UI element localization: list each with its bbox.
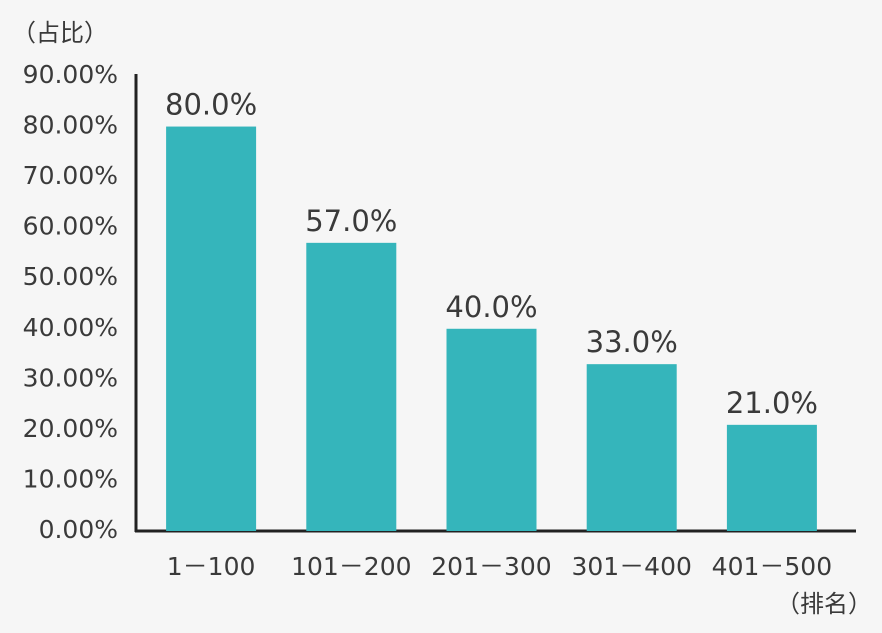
x-tick-label: 1－100 [167,552,256,581]
y-tick-label: 90.00% [23,60,118,89]
x-tick-label: 301－400 [571,552,691,581]
value-label: 21.0% [726,386,818,420]
bar [726,424,817,531]
y-tick-label: 70.00% [23,161,118,190]
x-tick-label: 201－300 [431,552,551,581]
bar [306,242,397,532]
y-tick-label: 40.00% [23,313,118,342]
y-tick-label: 10.00% [23,464,118,493]
value-label: 57.0% [305,204,397,238]
x-tick-label: 401－500 [712,552,832,581]
value-label: 40.0% [445,290,537,324]
bar [446,328,537,531]
y-axis-title: （占比） [12,19,108,47]
y-tick-label: 20.00% [23,414,118,443]
x-tick-label: 101－200 [291,552,411,581]
bar [586,364,677,531]
y-tick-label: 80.00% [23,111,118,140]
bar [166,126,257,532]
y-tick-label: 60.00% [23,212,118,241]
value-label: 33.0% [586,325,678,359]
value-label: 80.0% [165,88,257,122]
y-tick-label: 30.00% [23,363,118,392]
y-tick-label: 50.00% [23,262,118,291]
x-axis-title: （排名） [776,590,872,618]
y-tick-label: 0.00% [39,515,118,544]
